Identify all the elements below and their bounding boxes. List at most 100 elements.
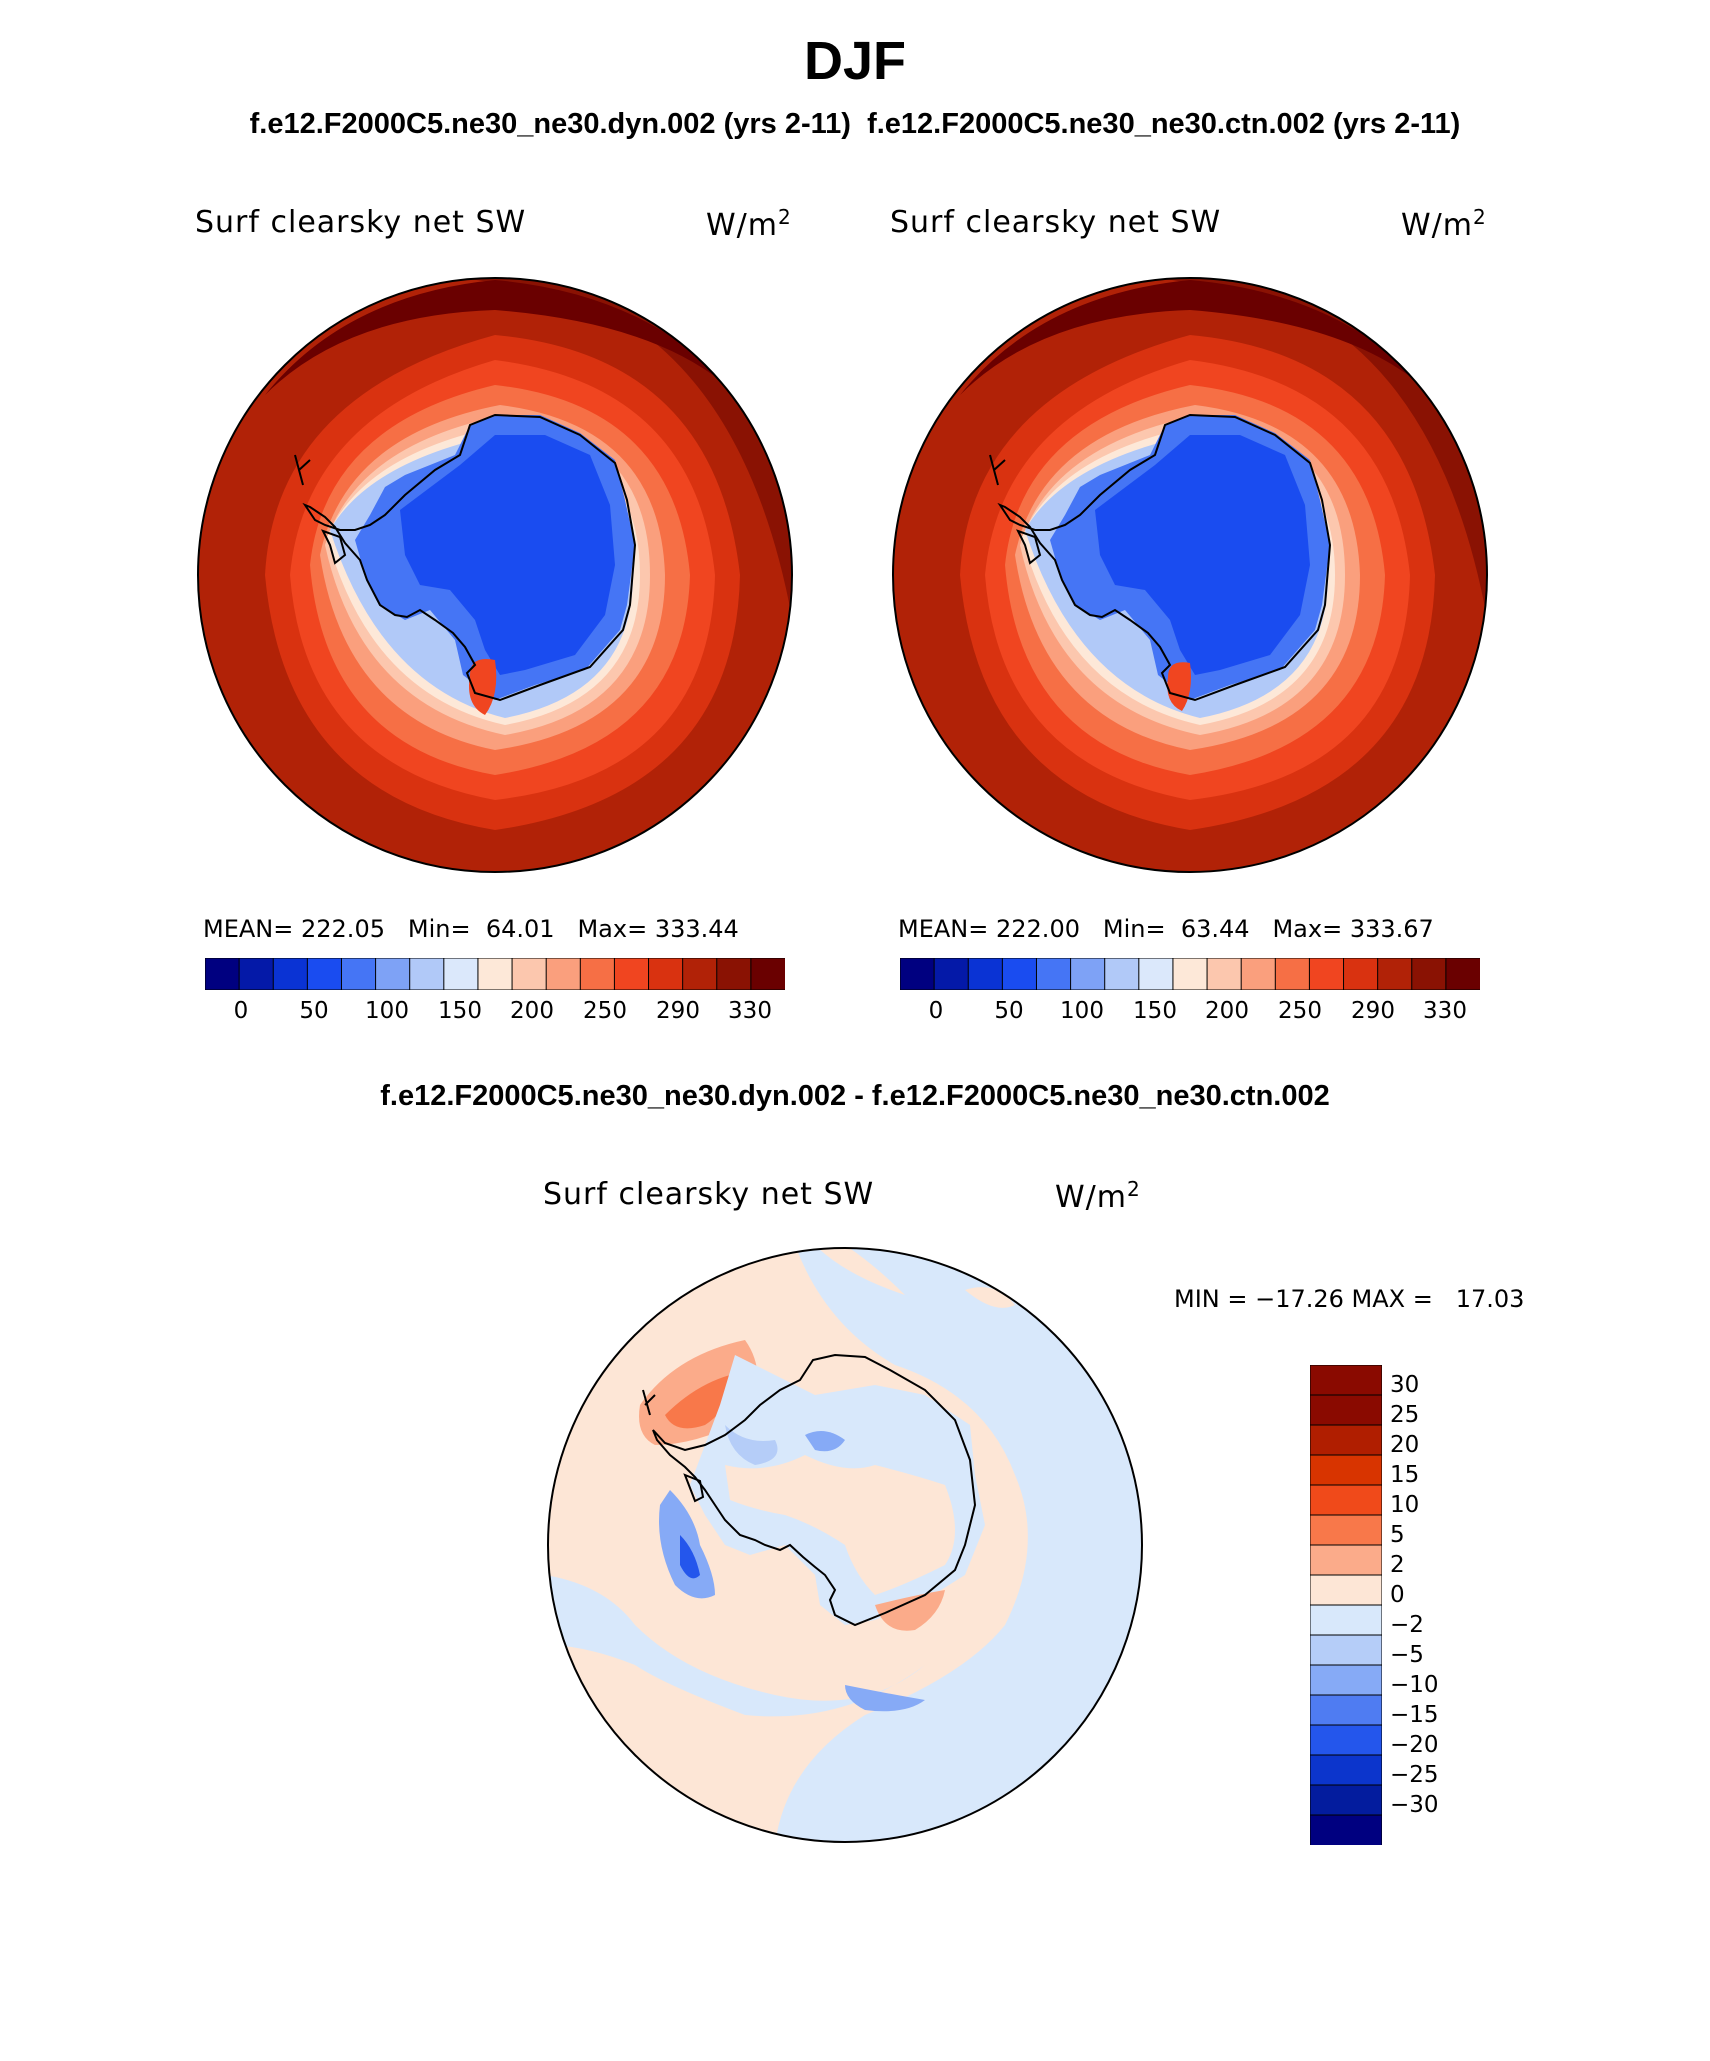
colorbar-swatch [1310,1454,1382,1486]
colorbar-swatch [1377,958,1413,990]
tick-label: 50 [299,998,329,1024]
map-boundary [197,277,793,873]
tick-label: 290 [1351,998,1395,1024]
panel2-min-value: 63.44 [1180,915,1250,943]
colorbar-swatch [1001,958,1038,990]
map-panel-dyn [197,277,793,873]
colorbar-swatch [1310,1634,1382,1666]
diff-positive-patch [965,1287,1015,1308]
colorbar-swatch [1172,958,1209,990]
coastline [989,413,1332,702]
panel1-units-label: W/m2 [706,205,792,243]
colorbar-swatch [1310,1604,1382,1636]
tick-label: −30 [1390,1792,1439,1818]
colorbar-swatch [1070,958,1106,990]
coastline-islands [320,529,347,565]
panel1-mean-value: 222.05 [301,915,385,943]
diff-cool-patch [725,1425,778,1465]
colorbar-swatch [1310,1814,1382,1845]
diff-negative-region-south [548,1575,925,1717]
colorbar-swatch [933,958,970,990]
diff-min-max-stats: MIN = −17.26 MAX = 17.03 [1174,1285,1525,1313]
colorbar-swatch [1308,958,1345,990]
tick-label: 100 [365,998,409,1024]
subtitle-left-case: f.e12.F2000C5.ne30_ne30.dyn.002 (yrs 2-1… [249,108,851,140]
colorbar-swatch [1310,1784,1382,1816]
colorbar-swatch [340,958,377,990]
colorbar-swatch [1274,958,1311,990]
ross-sea-warm-tongue [1167,662,1191,711]
panel2-mean-label: MEAN= [898,915,989,943]
tick-label: −2 [1390,1612,1424,1638]
map-panel-difference [547,1247,1143,1843]
tick-label: 20 [1390,1432,1420,1458]
colorbar-swatch [1445,958,1480,990]
tick-label: 0 [233,998,249,1024]
colorbar-swatch [1310,1574,1382,1606]
diff-positive-patch [875,1590,945,1631]
diff-negative-region-east [775,1248,1142,1842]
tick-label: 150 [1133,998,1177,1024]
antarctica-interior [400,435,615,675]
diff-variable-label: Surf clearsky net SW [543,1177,875,1212]
colorbar-swatch [1411,958,1447,990]
colorbar-swatch [900,958,936,990]
colorbar-swatch [1310,1694,1382,1726]
panel1-stats: MEAN= 222.05 Min= 64.01 Max= 333.44 [203,915,739,943]
colorbar-swatch [545,958,582,990]
panel1-units-exp: 2 [778,205,792,229]
map-panel-ctn [892,277,1488,873]
coastline-islands [1015,529,1042,565]
panel1-max-label: Max= [577,915,648,943]
figure-subtitle: f.e12.F2000C5.ne30_ne30.dyn.002 (yrs 2-1… [0,108,1710,141]
colorbar-abs-1 [205,958,785,990]
colorbar-swatch [1035,958,1072,990]
diff-coastline-islands [683,1473,705,1503]
colorbar-swatch [511,958,548,990]
tick-label: 30 [1390,1372,1420,1398]
colorbar-swatch [1138,958,1174,990]
tick-label: −10 [1390,1672,1439,1698]
colorbar-abs-2 [900,958,1480,990]
diff-cool-patch [805,1431,845,1452]
colorbar-swatch [1104,958,1140,990]
map-boundary [892,277,1488,873]
diff-units-label: W/m2 [1055,1177,1141,1215]
colorbar-swatch [1240,958,1277,990]
diff-warm-anomaly-core [665,1375,731,1429]
colorbar-swatch [409,958,445,990]
colorbar-abs-2-ticks: 0 50 100 150 200 250 290 330 [900,998,1480,1030]
tick-label: 50 [994,998,1024,1024]
colorbar-swatch [682,958,718,990]
tick-label: 330 [728,998,772,1024]
colorbar-swatch [1310,1365,1382,1396]
tick-label: −15 [1390,1702,1439,1728]
diff-cool-anomaly-core [680,1535,700,1579]
tick-label: −25 [1390,1762,1439,1788]
colorbar-swatch [1310,1724,1382,1756]
tick-label: 200 [510,998,554,1024]
colorbar-swatch [1206,958,1243,990]
colorbar-swatch [716,958,752,990]
panel1-min-label: Min= [407,915,471,943]
panel1-max-value: 333.44 [654,915,739,943]
diff-units-exp: 2 [1127,1177,1141,1201]
panel2-max-label: Max= [1272,915,1343,943]
diff-cool-anomaly [845,1685,925,1712]
tick-label: 25 [1390,1402,1420,1428]
subtitle-right-case: f.e12.F2000C5.ne30_ne30.ctn.002 (yrs 2-1… [867,108,1461,140]
colorbar-swatch [1343,958,1379,990]
colorbar-swatch [750,958,785,990]
rim-band [960,280,1450,415]
ross-sea-warm-tongue [469,659,497,715]
tick-label: 0 [928,998,944,1024]
panel2-units-label: W/m2 [1401,205,1487,243]
colorbar-swatch [205,958,241,990]
colorbar-swatch [1310,1514,1382,1546]
colorbar-swatch [1310,1394,1382,1426]
diff-positive-patch [815,1248,905,1295]
tick-label: 330 [1423,998,1467,1024]
figure-title: DJF [803,31,906,91]
difference-title: f.e12.F2000C5.ne30_ne30.dyn.002 - f.e12.… [380,1080,1330,1112]
map-boundary [547,1247,1143,1843]
